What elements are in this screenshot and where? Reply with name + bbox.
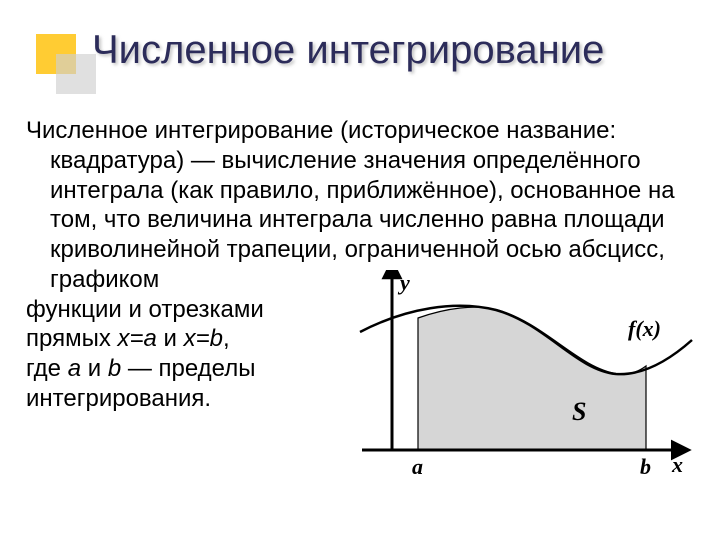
- svg-text:b: b: [640, 454, 651, 479]
- svg-text:y: y: [397, 270, 410, 295]
- p2-l2-xa: x=a: [118, 325, 157, 352]
- p2-l3-e: — пределы: [121, 355, 255, 382]
- title-bullet: [36, 34, 76, 74]
- p2-l2-e: ,: [223, 325, 230, 352]
- p1-l4: том, что величина интеграла численно рав…: [50, 206, 665, 233]
- p1-l6: графиком: [50, 266, 159, 293]
- p1-l2: квадратура) — вычисление значения опреде…: [50, 147, 641, 174]
- p2-l4: интегрирования.: [26, 385, 211, 412]
- p2-l3-d: b: [108, 355, 121, 382]
- p1-l1: Численное интегрирование (историческое н…: [26, 117, 616, 144]
- p2-l3-c: и: [81, 355, 108, 382]
- slide: Численное интегрирование Численное интег…: [0, 0, 720, 540]
- p2-l3-b: a: [68, 355, 81, 382]
- p1-l3: интеграла (как правило, приближённое), о…: [50, 177, 675, 204]
- paragraph-1: Численное интегрирование (историческое н…: [26, 116, 686, 295]
- integral-figure: y x f(x) Sa b: [346, 270, 696, 490]
- svg-text:S: S: [572, 397, 586, 426]
- p2-l2-c: и: [157, 325, 184, 352]
- bullet-square-grey: [56, 54, 96, 94]
- p2-l2-xb: x=b: [184, 325, 223, 352]
- svg-text:x: x: [671, 452, 683, 477]
- paragraph-2: функции и отрезками прямых x=a и x=b, гд…: [26, 295, 336, 414]
- p2-l1: функции и отрезками: [26, 296, 264, 323]
- figure-svg: y x f(x) Sa b: [346, 270, 696, 490]
- p2-l2-a: прямых: [26, 325, 118, 352]
- p2-l3-a: где: [26, 355, 68, 382]
- svg-text:a: a: [412, 454, 423, 479]
- p1-l5: криволинейной трапеции, ограниченной ось…: [50, 236, 665, 263]
- svg-text:f(x): f(x): [628, 316, 661, 341]
- slide-title: Численное интегрирование: [92, 28, 682, 73]
